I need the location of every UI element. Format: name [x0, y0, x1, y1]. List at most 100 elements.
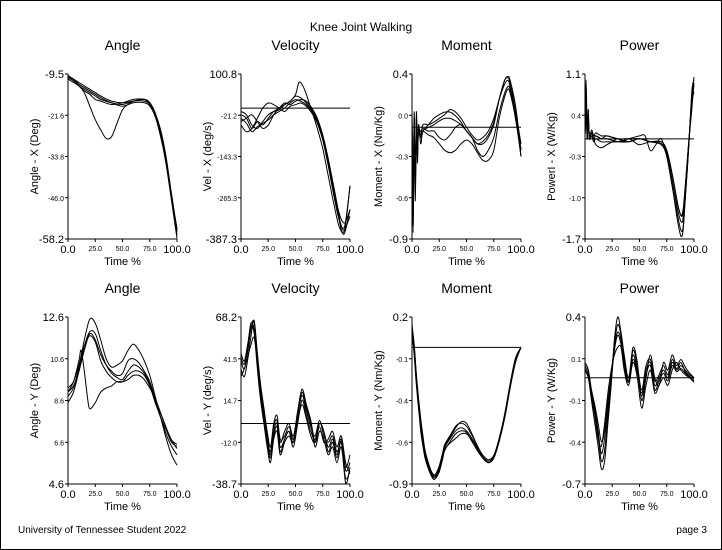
page-title: Knee Joint Walking: [309, 20, 413, 34]
series-line-5: [411, 88, 522, 221]
x-axis-label: Time %: [621, 501, 658, 513]
y-tick-label: -0.1: [396, 357, 408, 364]
chart-panel-7: Moment 0.2 -0.1 -0.4 -0.6 -0.90.0 25.0 50.0 75.0…: [373, 280, 535, 513]
chart-title: Angle: [105, 37, 141, 53]
y-tick-label: -0.4: [569, 440, 581, 447]
y-tick-label: -38.7: [212, 479, 237, 491]
series-line-5: [411, 326, 522, 477]
x-tick-label: 100.0: [163, 244, 191, 256]
y-tick-label: -21.2: [221, 113, 237, 120]
y-axis-label: Angle - Y (Deg): [29, 363, 41, 438]
x-tick-label: 25.0: [432, 491, 446, 498]
x-tick-label: 100.0: [507, 489, 535, 501]
chart-title: Angle: [105, 280, 141, 296]
chart-title: Moment: [441, 37, 492, 53]
series-line-1: [67, 332, 178, 445]
x-tick-label: 25.0: [261, 246, 275, 253]
x-tick-label: 75.0: [143, 491, 157, 498]
y-tick-label: 0.4: [571, 113, 581, 120]
series-line-5: [67, 330, 178, 447]
x-tick-label: 50.0: [633, 246, 647, 253]
x-axis-label: Time %: [277, 501, 314, 513]
x-tick-label: 0.0: [404, 489, 419, 501]
x-tick-label: 0.0: [60, 244, 75, 256]
y-tick-label: 100.8: [209, 69, 237, 81]
y-tick-label: 6.6: [54, 440, 64, 447]
series-line-4: [411, 335, 522, 479]
series-line-3: [67, 75, 178, 230]
x-tick-label: 100.0: [680, 244, 708, 256]
series-line-4: [240, 336, 351, 474]
chart-panel-5: Angle 12.6 10.6 8.6 6.6 4.60.0 25.0 50.0 75.0 100…: [29, 280, 191, 513]
series-line-1: [67, 75, 178, 235]
x-tick-label: 100.0: [680, 489, 708, 501]
x-tick-label: 50.0: [633, 491, 647, 498]
x-tick-label: 50.0: [460, 491, 474, 498]
x-tick-label: 0.0: [233, 244, 248, 256]
x-tick-label: 25.0: [605, 246, 619, 253]
series-line-5: [240, 321, 351, 485]
x-tick-label: 25.0: [605, 491, 619, 498]
y-tick-label: -58.2: [39, 234, 64, 246]
x-tick-label: 50.0: [116, 491, 130, 498]
footer-left: University of Tennessee Student 2022: [18, 525, 187, 536]
y-tick-label: -0.7: [562, 479, 581, 491]
x-axis-label: Time %: [448, 256, 485, 268]
chart-title: Velocity: [271, 280, 319, 296]
y-tick-label: -1.7: [562, 234, 581, 246]
chart-panel-4: Power 1.1 0.4 -0.3 -1.0 -1.70.0 25.0 50.0 75.0 10…: [546, 37, 708, 268]
chart-panel-2: Velocity 100.8 -21.2 -143.3 -265.3 -387.30.0 2…: [202, 37, 364, 268]
x-tick-label: 0.0: [404, 244, 419, 256]
chart-title: Moment: [441, 280, 492, 296]
y-tick-label: -143.3: [217, 155, 237, 162]
series-line-4: [584, 323, 695, 443]
y-tick-label: -0.6: [396, 440, 408, 447]
x-tick-label: 75.0: [143, 246, 157, 253]
x-axis-label: Time %: [104, 501, 141, 513]
x-tick-label: 50.0: [289, 246, 303, 253]
y-tick-label: 0.1: [571, 357, 581, 364]
series-line-3: [584, 91, 695, 217]
y-tick-label: 1.1: [566, 69, 581, 81]
series-line-1: [584, 331, 695, 455]
y-axis-label: Vel - Y (deg/s): [202, 366, 214, 435]
y-axis-label: Power - Y (W/Kg): [546, 358, 558, 443]
y-axis-label: Angle - X (Deg): [29, 119, 41, 195]
x-tick-label: 25.0: [261, 491, 275, 498]
series-line-5: [584, 82, 695, 217]
x-tick-label: 100.0: [507, 244, 535, 256]
series-line-3: [240, 95, 351, 224]
y-tick-label: 10.6: [50, 357, 64, 364]
chart-title: Power: [620, 280, 660, 296]
y-axis-label: Vel - X (deg/s): [202, 122, 214, 192]
y-tick-label: 0.0: [398, 113, 408, 120]
x-tick-label: 75.0: [487, 491, 501, 498]
series-line-2: [584, 316, 695, 471]
chart-panel-6: Velocity 68.2 41.5 14.7 -12.0 -38.70.0 25.0 50.…: [202, 280, 364, 513]
series-line-4: [67, 349, 178, 449]
x-tick-label: 0.0: [233, 489, 248, 501]
series-line-3: [584, 344, 695, 448]
y-tick-label: 14.7: [223, 399, 237, 406]
series-line-4: [584, 76, 695, 238]
series-line-4: [411, 85, 522, 202]
x-tick-label: 100.0: [336, 244, 364, 256]
y-tick-label: -12.0: [221, 440, 237, 447]
series-line-3: [240, 319, 351, 468]
series-line-5: [67, 78, 178, 229]
y-tick-label: -21.6: [48, 113, 64, 120]
x-tick-label: 50.0: [116, 246, 130, 253]
y-tick-label: -0.3: [396, 155, 408, 162]
y-tick-label: -9.5: [45, 69, 64, 81]
y-tick-label: -1.0: [569, 196, 581, 203]
y-axis-label: Moment - X (Nm/Kg): [373, 106, 385, 207]
series-line-4: [240, 102, 351, 229]
y-tick-label: -0.4: [396, 399, 408, 406]
x-tick-label: 0.0: [577, 489, 592, 501]
y-tick-label: 41.5: [223, 357, 237, 364]
x-tick-label: 75.0: [660, 491, 674, 498]
x-axis-label: Time %: [104, 256, 141, 268]
x-tick-label: 100.0: [336, 489, 364, 501]
